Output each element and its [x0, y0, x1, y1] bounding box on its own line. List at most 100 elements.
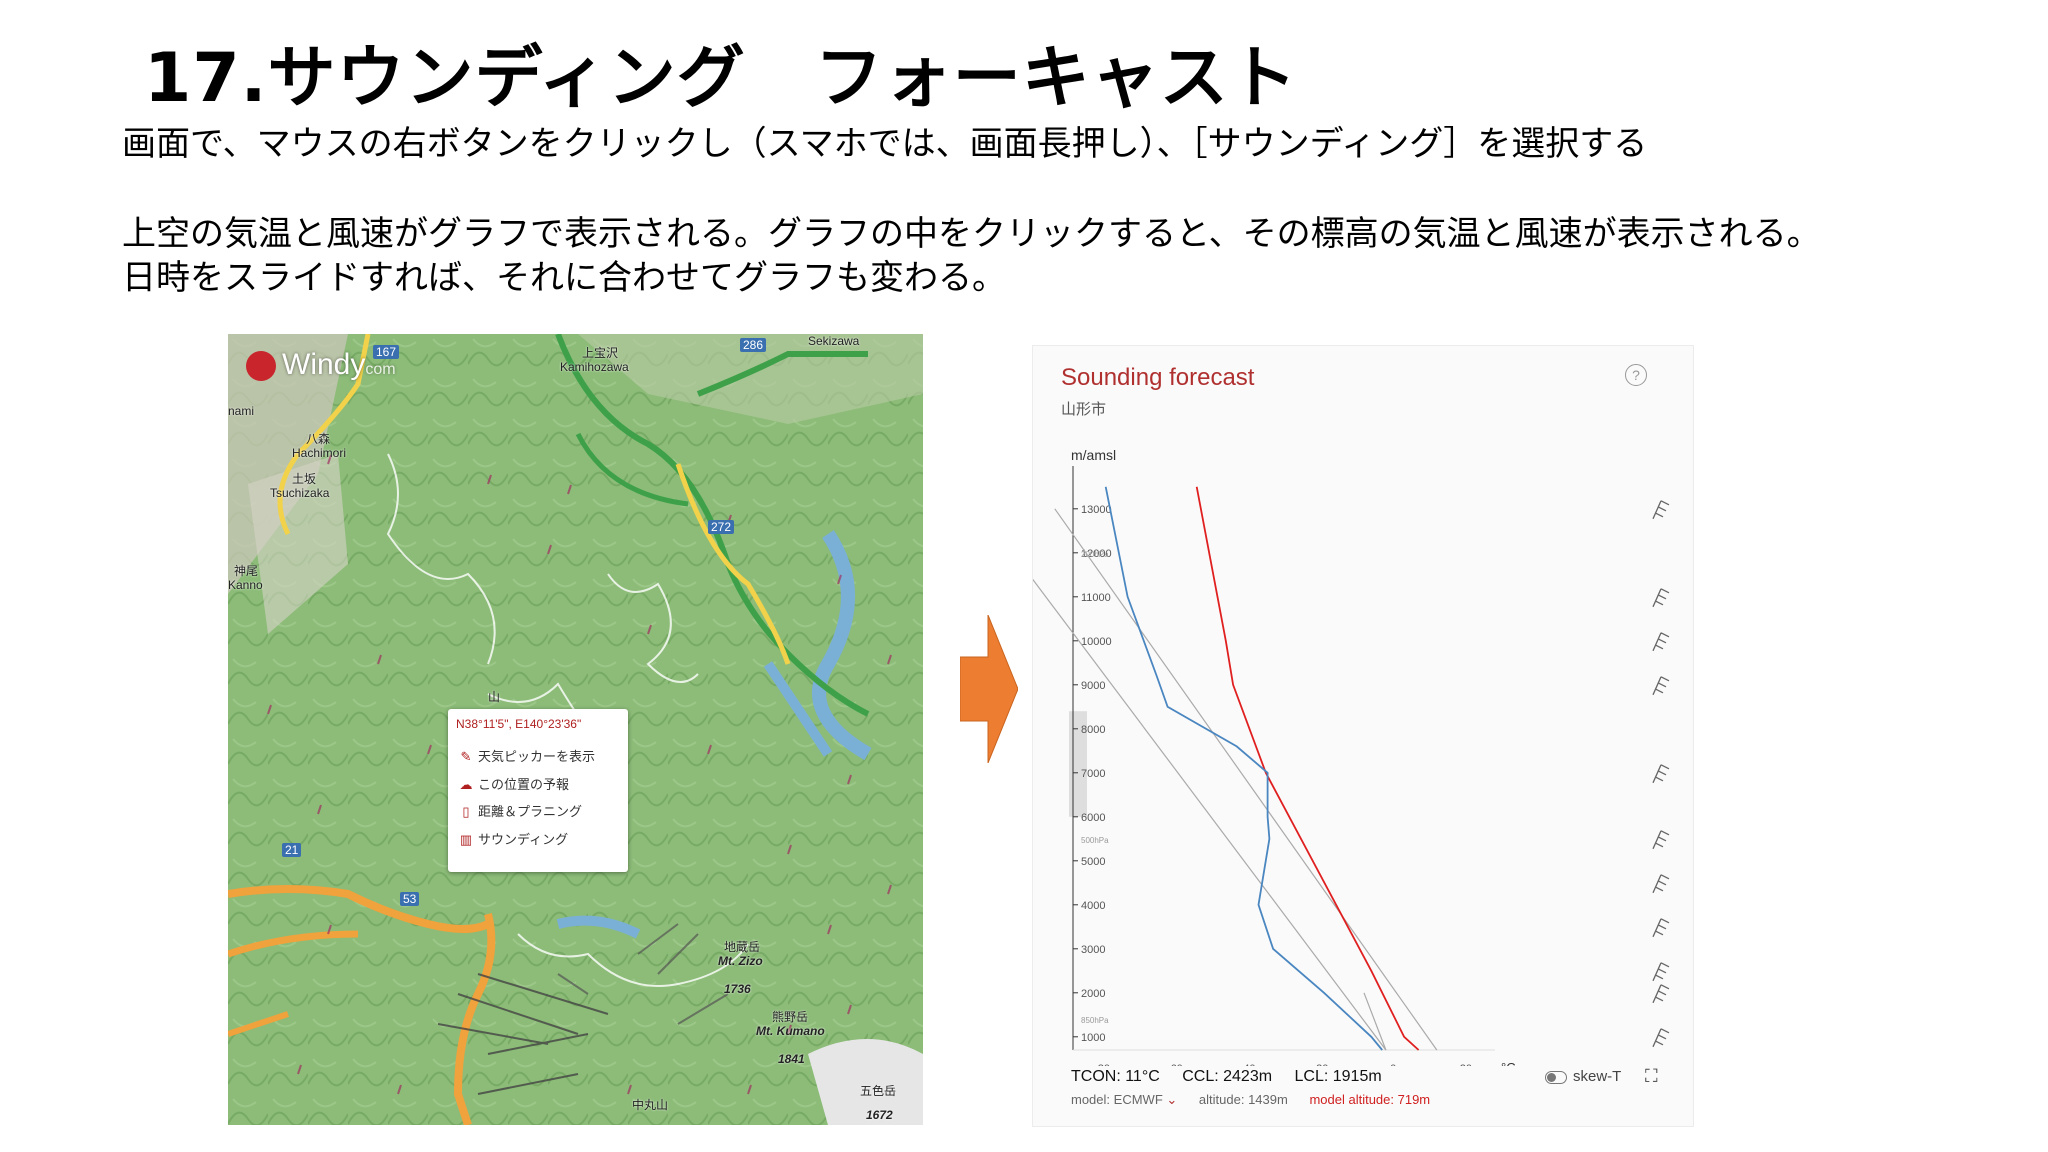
adiabat-line	[1033, 578, 1387, 1051]
forecast-icon: ☁	[459, 777, 473, 792]
y-tick-label: 4000	[1081, 900, 1105, 912]
slide-title: 17.サウンディング フォーキャスト	[144, 39, 1298, 118]
y-tick-label: 2000	[1081, 988, 1105, 1000]
y-tick-label: 11000	[1081, 592, 1111, 604]
sounding-title: Sounding forecast	[1061, 364, 1255, 391]
label-kumano-height: 1841	[778, 1052, 805, 1066]
windy-logo: Windycom	[246, 348, 396, 382]
wind-barb-icon	[1652, 764, 1670, 784]
y-tick-label: 8000	[1081, 724, 1105, 736]
y-tick-label: 1000	[1081, 1032, 1105, 1044]
label-hachimori: Hachimori	[292, 446, 347, 460]
sounding-icon: ▥	[459, 832, 473, 847]
label-goshiki-jp: 五色岳	[860, 1084, 897, 1098]
description-line-1: 上空の気温と風速がグラフで表示される。グラフの中をクリックすると、その標高の気温…	[122, 214, 1821, 254]
menu-item-distance-planning[interactable]: ▯ 距離＆プラニング	[458, 801, 582, 820]
y-tick-label: 5000	[1081, 856, 1105, 868]
sounding-location: 山形市	[1061, 401, 1107, 418]
road-number-21: 21	[282, 843, 302, 857]
altitude-value: altitude: 1439m	[1198, 1092, 1288, 1107]
label-nakamaru: 中丸山	[632, 1098, 669, 1112]
label-kanno-jp: 神尾	[234, 564, 259, 578]
sounding-chart[interactable]: m/amsl 1000 2000 3000 4000 5000 6000 7000 8000 90…	[1033, 406, 1693, 1066]
x-tick-label: -60	[1167, 1063, 1183, 1066]
expand-icon[interactable]: ⛶	[1645, 1066, 1658, 1087]
model-altitude-value: model altitude: 719m	[1309, 1092, 1431, 1107]
label-tsuchizaka: Tsuchizaka	[270, 486, 330, 500]
x-tick-label: -40	[1240, 1063, 1256, 1066]
road-number-53: 53	[400, 892, 420, 906]
y-tick-label: 13000	[1081, 504, 1112, 516]
description-text: 上空の気温と風速がグラフで表示される。グラフの中をクリックすると、その標高の気温…	[122, 212, 1821, 300]
label-yama: 山	[488, 690, 501, 704]
sounding-stats: TCON: 11°C CCL: 2423m LCL: 1915m	[1071, 1068, 1400, 1086]
menu-item-forecast[interactable]: ☁ この位置の予報	[459, 777, 570, 792]
wind-barb-icon	[1652, 962, 1670, 982]
label-goshiki-height: 1672	[866, 1108, 893, 1122]
dewpoint-line	[1104, 486, 1383, 1051]
label-hachimori-jp: 八森	[306, 432, 331, 446]
x-axis-unit: °C	[1501, 1060, 1516, 1066]
sounding-forecast-panel: Sounding forecast 山形市 ? m/amsl 1000 2000 30…	[1032, 345, 1694, 1127]
y-tick-label: 7000	[1081, 768, 1105, 780]
label-kumano-jp: 熊野岳	[772, 1010, 809, 1024]
context-menu-coordinates: N38°11'5", E140°23'36"	[456, 717, 582, 731]
label-kamihozawa: Kamihozawa	[560, 360, 629, 374]
wind-barb-icon	[1652, 588, 1670, 608]
temperature-line	[1195, 486, 1420, 1051]
y-tick-label: 3000	[1081, 944, 1105, 956]
wind-barb-icon	[1652, 632, 1670, 652]
label-zizo-height: 1736	[724, 982, 751, 996]
label-kamihozawa-jp: 上宝沢	[582, 346, 619, 360]
y-tick-label: 9000	[1081, 680, 1105, 692]
instruction-text: 画面で、マウスの右ボタンをクリックし（スマホでは、画面長押し）、［サウンディング…	[122, 124, 1648, 164]
pressure-label: 500hPa	[1081, 836, 1109, 845]
tcon-value: TCON: 11°C	[1071, 1068, 1160, 1085]
model-label: model:	[1071, 1092, 1111, 1107]
right-arrow-icon	[960, 615, 1018, 763]
windy-logo-icon	[246, 351, 276, 382]
wind-barb-icon	[1652, 918, 1670, 938]
ccl-value: CCL: 2423m	[1182, 1068, 1273, 1085]
road-number-272: 272	[708, 520, 735, 534]
label-namii: nami	[228, 404, 255, 418]
label-zizo-jp: 地蔵岳	[724, 940, 761, 954]
label-kanno: Kanno	[228, 578, 263, 592]
menu-item-weather-picker[interactable]: ✎ 天気ピッカーを表示	[458, 746, 595, 765]
wind-barb-icon	[1652, 676, 1670, 696]
road-number-286: 286	[740, 338, 767, 352]
y-axis-label: m/amsl	[1071, 447, 1116, 463]
x-tick-label: -80	[1094, 1063, 1110, 1066]
y-tick-label: 6000	[1081, 812, 1105, 824]
adiabat-line	[1363, 992, 1387, 1051]
chevron-down-icon: ⌄	[1166, 1092, 1178, 1107]
label-kumano: Mt. Kumano	[756, 1024, 825, 1038]
menu-item-sounding[interactable]: ▥ サウンディング	[459, 832, 569, 847]
lcl-value: LCL: 1915m	[1294, 1068, 1382, 1085]
wind-barb-icon	[1652, 1028, 1670, 1048]
wind-barb-icon	[1652, 984, 1670, 1004]
x-tick-label: 0	[1390, 1063, 1396, 1066]
x-tick-label: -20	[1312, 1063, 1328, 1066]
distance-icon: ▯	[462, 804, 470, 819]
label-zizo: Mt. Zizo	[718, 954, 763, 968]
wind-barb-icon	[1652, 874, 1670, 894]
picker-icon: ✎	[460, 749, 472, 764]
toggle-icon	[1545, 1070, 1567, 1084]
pressure-label: 200hPa	[1081, 550, 1109, 559]
road-number-167: 167	[373, 345, 400, 359]
y-tick-label: 10000	[1081, 636, 1112, 648]
x-tick-label: 20	[1460, 1063, 1472, 1066]
pressure-label: 850hPa	[1081, 1016, 1109, 1025]
skew-t-toggle[interactable]: skew-T	[1545, 1068, 1621, 1085]
adiabat-line	[1054, 508, 1438, 1051]
label-sekizawa: Sekizawa	[808, 334, 860, 348]
model-select[interactable]: ECMWF ⌄	[1113, 1092, 1178, 1107]
context-menu: N38°11'5", E140°23'36" ✎ 天気ピッカーを表示 ☁ この位置の…	[448, 709, 628, 872]
windy-map-screenshot[interactable]: Windycom 167 286 272 21 53 上宝沢 Kamihozaw…	[228, 334, 923, 1125]
help-icon[interactable]: ?	[1625, 364, 1647, 386]
description-line-2: 日時をスライドすれば、それに合わせてグラフも変わる。	[122, 258, 1006, 298]
wind-barb-icon	[1652, 500, 1670, 520]
model-info: model: ECMWF ⌄ altitude: 1439m model alt…	[1071, 1092, 1430, 1108]
wind-barb-icon	[1652, 830, 1670, 850]
